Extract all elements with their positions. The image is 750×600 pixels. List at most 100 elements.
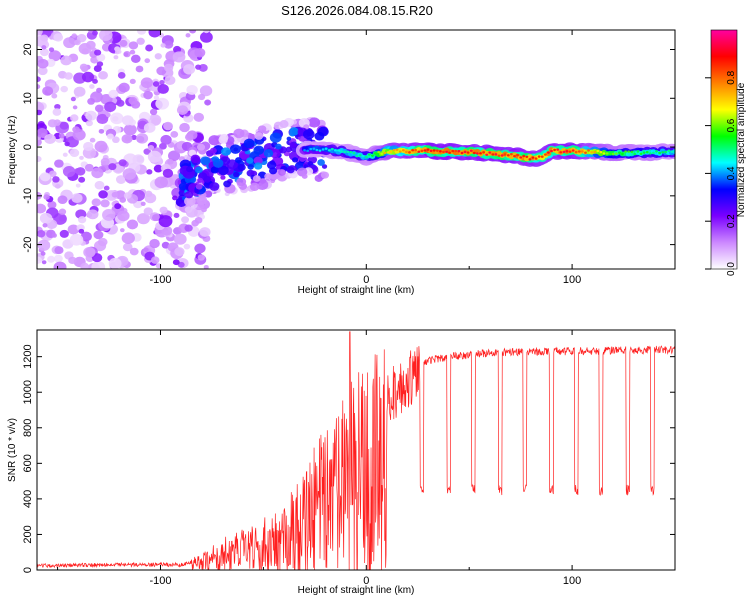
noise-cell	[41, 45, 47, 50]
signal-cell	[253, 156, 263, 165]
ridge-cell	[494, 153, 498, 156]
signal-cell	[220, 175, 226, 180]
noise-cell	[128, 96, 138, 105]
noise-cell	[37, 84, 41, 90]
ridge-cell	[451, 149, 455, 153]
noise-cell	[146, 169, 153, 175]
noise-cell	[121, 134, 133, 144]
ridge-cell	[374, 152, 377, 155]
ridge-cell	[327, 149, 331, 152]
signal-cell	[289, 141, 297, 149]
signal-cell	[210, 166, 220, 174]
ridge-cell	[355, 154, 359, 158]
noise-cell	[158, 215, 173, 228]
ridge-cell	[602, 152, 606, 155]
ridge-cell	[315, 148, 319, 152]
signal-cell	[301, 173, 308, 179]
noise-cell	[172, 195, 178, 201]
noise-cell	[73, 86, 86, 97]
noise-cell	[117, 210, 130, 222]
ridge-cell	[337, 149, 340, 152]
noise-cell	[71, 193, 83, 204]
noise-cell	[43, 194, 50, 200]
ridge-cell	[587, 149, 590, 152]
noise-cell	[186, 84, 198, 95]
noise-cell	[150, 256, 160, 264]
noise-cell	[45, 58, 56, 68]
noise-cell	[179, 122, 190, 133]
snr-series-line	[37, 331, 675, 570]
noise-cell	[80, 262, 90, 269]
noise-cell	[163, 63, 174, 72]
noise-cell	[132, 154, 145, 165]
noise-cell	[37, 109, 43, 116]
noise-cell	[62, 166, 76, 177]
noise-cell	[64, 72, 73, 80]
noise-cell	[53, 261, 67, 269]
noise-cell	[96, 113, 109, 125]
ridge-cell	[401, 149, 405, 152]
x-tick-label: 0	[363, 274, 369, 286]
noise-cell	[72, 126, 80, 133]
noise-cell	[113, 55, 119, 60]
snr-frame	[36, 329, 676, 571]
noise-cell	[103, 185, 110, 191]
signal-cell	[321, 164, 328, 169]
noise-cell	[37, 66, 48, 76]
signal-cell	[289, 127, 299, 136]
noise-cell	[91, 261, 106, 269]
noise-cell	[130, 54, 141, 64]
ridge-cell	[584, 151, 587, 154]
signal-cell	[178, 182, 188, 191]
noise-cell	[57, 195, 68, 205]
noise-cell	[155, 263, 162, 269]
ridge-cell	[618, 151, 621, 154]
signal-cell	[257, 125, 267, 133]
signal-cell	[263, 149, 274, 158]
noise-cell	[174, 247, 185, 257]
noise-cell	[37, 128, 48, 138]
ridge-cell	[448, 151, 452, 154]
ridge-cell	[547, 151, 550, 154]
signal-cell	[188, 149, 197, 157]
ridge-cell	[469, 149, 473, 152]
noise-cell	[153, 164, 163, 173]
noise-cell	[152, 81, 160, 87]
noise-cell	[48, 47, 55, 52]
noise-cell	[145, 44, 154, 52]
signal-cell	[303, 164, 309, 169]
noise-cell	[98, 190, 108, 199]
ridge-cell	[340, 150, 343, 153]
ridge-cell	[556, 148, 560, 151]
noise-cell	[195, 64, 202, 70]
ridge-cell	[621, 152, 624, 156]
noise-cell	[155, 97, 170, 110]
noise-cell	[89, 84, 95, 89]
signal-cell	[184, 191, 194, 199]
ridge-cell	[429, 149, 433, 153]
noise-cell	[37, 155, 42, 163]
noise-cell	[123, 192, 132, 199]
signal-cell	[268, 167, 278, 175]
noise-cell	[60, 55, 72, 66]
noise-cell	[140, 201, 146, 206]
noise-cell	[136, 213, 150, 225]
colorbar-tick-label: 0.0	[726, 262, 737, 276]
noise-cell	[137, 30, 147, 35]
signal-cell	[233, 128, 245, 139]
ridge-cell	[395, 148, 399, 151]
noise-cell	[96, 87, 102, 93]
noise-cell	[100, 199, 110, 208]
ridge-cell	[655, 150, 658, 153]
ridge-cell	[571, 149, 575, 152]
noise-cell	[199, 85, 213, 97]
signal-cell	[250, 170, 258, 177]
noise-cell	[147, 150, 162, 163]
noise-cell	[154, 176, 169, 189]
noise-cell	[147, 145, 155, 151]
ridge-cell	[466, 151, 470, 154]
signal-cell	[279, 120, 289, 129]
ridge-cell	[599, 150, 603, 154]
y-tick-label: 600	[22, 454, 34, 472]
